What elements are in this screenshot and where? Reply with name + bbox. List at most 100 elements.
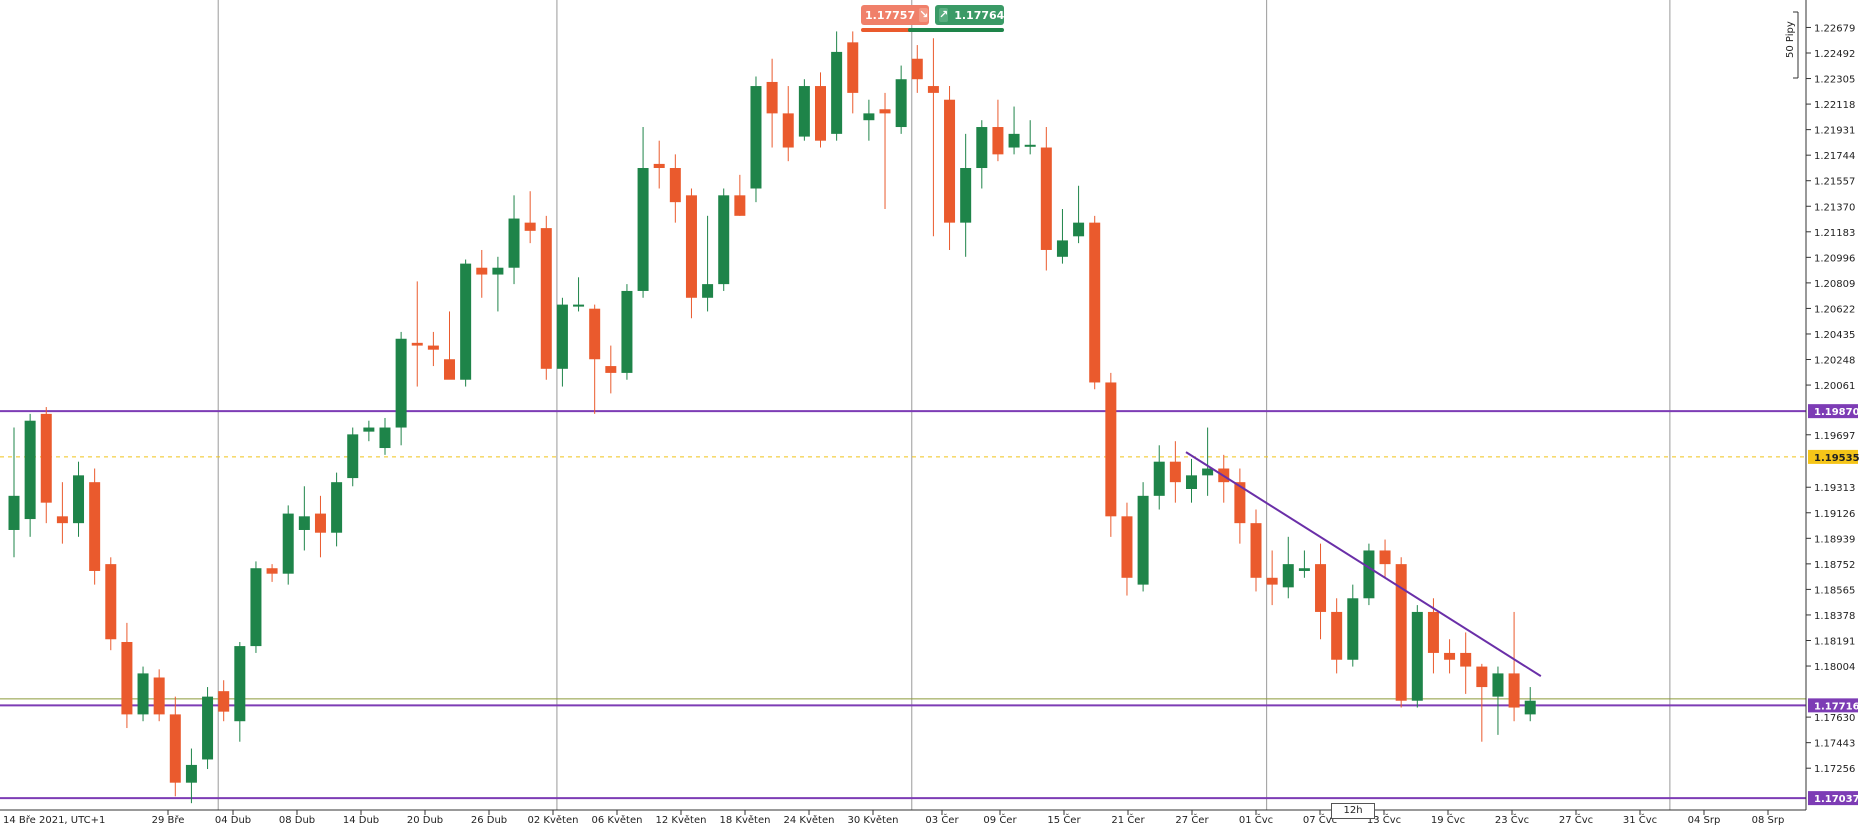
- candle-body: [847, 42, 859, 93]
- candle: [234, 641, 246, 742]
- candle-body: [1347, 598, 1359, 660]
- candle: [1315, 543, 1327, 640]
- candle: [1234, 468, 1246, 544]
- buy-button[interactable]: ↗ 1.17764: [935, 5, 1004, 25]
- candle-body: [911, 58, 923, 80]
- candle: [1250, 509, 1262, 592]
- candle-body: [1363, 550, 1375, 599]
- candle: [169, 696, 181, 797]
- candle-body: [879, 109, 891, 114]
- candle: [540, 215, 552, 380]
- candle: [1411, 605, 1423, 708]
- candle-body: [1282, 564, 1294, 588]
- sell-price: 1.17757: [865, 8, 916, 22]
- pip-scale: 50 Pipy: [1785, 11, 1799, 79]
- candle: [1460, 632, 1472, 694]
- candle: [1169, 441, 1181, 503]
- candle-body: [1411, 611, 1423, 701]
- price-level-tag-label: 1.17037: [1814, 794, 1860, 805]
- y-tick-label: 1.17443: [1814, 739, 1855, 750]
- candle: [1298, 550, 1310, 578]
- y-tick-label: 1.19313: [1814, 483, 1855, 494]
- candle: [895, 65, 907, 134]
- candle: [1202, 427, 1214, 496]
- candle: [573, 277, 585, 312]
- candle: [1444, 639, 1456, 674]
- candle: [24, 413, 36, 537]
- x-tick-label: 03 Čer: [925, 813, 959, 826]
- candle: [202, 687, 214, 770]
- x-tick-label: 02 Květen: [528, 814, 579, 826]
- x-tick-label: 30 Květen: [848, 814, 899, 826]
- candle-body: [1298, 568, 1310, 571]
- x-tick-label: 29 Bře: [152, 814, 185, 826]
- y-tick-label: 1.18378: [1814, 611, 1855, 622]
- x-tick-label: 12 Květen: [656, 814, 707, 826]
- candle: [911, 45, 923, 93]
- x-tick-label: 19 Čvc: [1431, 813, 1465, 826]
- buy-price: 1.17764: [954, 8, 1005, 22]
- candle-body: [1137, 495, 1149, 585]
- candle-body: [137, 673, 149, 715]
- candle: [379, 417, 391, 455]
- candle: [976, 120, 988, 189]
- candle-body: [573, 304, 585, 307]
- candle: [960, 133, 972, 257]
- candle: [879, 92, 891, 209]
- x-tick-label: 23 Čvc: [1495, 813, 1529, 826]
- arrow-down-right-icon: ↘: [919, 8, 929, 22]
- candle: [1379, 539, 1391, 578]
- x-tick-label: 04 Dub: [215, 815, 251, 826]
- arrow-up-right-icon: ↗: [939, 8, 949, 22]
- candle: [782, 86, 794, 162]
- timeframe-badge[interactable]: 12h: [1331, 803, 1375, 819]
- candle: [1008, 106, 1020, 155]
- candle: [1056, 208, 1068, 264]
- candle-body: [960, 168, 972, 223]
- candle: [153, 669, 165, 722]
- sell-spread-bar: [861, 28, 919, 32]
- candle: [282, 505, 294, 585]
- candle: [218, 680, 230, 722]
- candle-body: [685, 195, 697, 298]
- price-level-tag-label: 1.19535: [1814, 453, 1860, 464]
- candle: [750, 76, 762, 203]
- grid-lines: [217, 0, 1671, 810]
- candle: [847, 31, 859, 114]
- candle-body: [1024, 144, 1036, 147]
- candle-body: [492, 267, 504, 275]
- x-tick-label: 13 Čvc: [1367, 813, 1401, 826]
- candle: [105, 557, 117, 651]
- candle-body: [1040, 147, 1052, 250]
- candle: [1363, 543, 1375, 606]
- candle-body: [766, 81, 778, 114]
- price-level-tag-label: 1.17716: [1814, 701, 1860, 712]
- x-tick-label: 08 Dub: [279, 815, 315, 826]
- y-tick-label: 1.22679: [1814, 23, 1855, 34]
- candle-body: [944, 99, 956, 223]
- sell-button[interactable]: 1.17757 ↘: [861, 5, 929, 25]
- candle: [718, 188, 730, 291]
- y-tick-label: 1.17256: [1814, 764, 1855, 775]
- candle: [1121, 502, 1133, 596]
- y-tick-label: 1.18004: [1814, 662, 1855, 673]
- y-tick-label: 1.21370: [1814, 202, 1855, 213]
- x-tick-label: 20 Dub: [407, 815, 443, 826]
- candle: [1153, 445, 1165, 510]
- trendline-drawing[interactable]: [1185, 451, 1542, 677]
- x-tick-label: 15 Čer: [1047, 813, 1081, 826]
- candle: [605, 345, 617, 394]
- candle: [347, 427, 359, 487]
- candle-body: [411, 342, 423, 346]
- candle: [298, 486, 310, 551]
- trendline: [1185, 451, 1542, 677]
- candle-body: [153, 677, 165, 715]
- candle: [1040, 127, 1052, 271]
- candle: [185, 748, 197, 804]
- candle-body: [476, 267, 488, 275]
- y-tick-label: 1.18752: [1814, 560, 1855, 571]
- candle-body: [653, 163, 665, 169]
- candle-body: [427, 345, 439, 350]
- candle: [944, 86, 956, 250]
